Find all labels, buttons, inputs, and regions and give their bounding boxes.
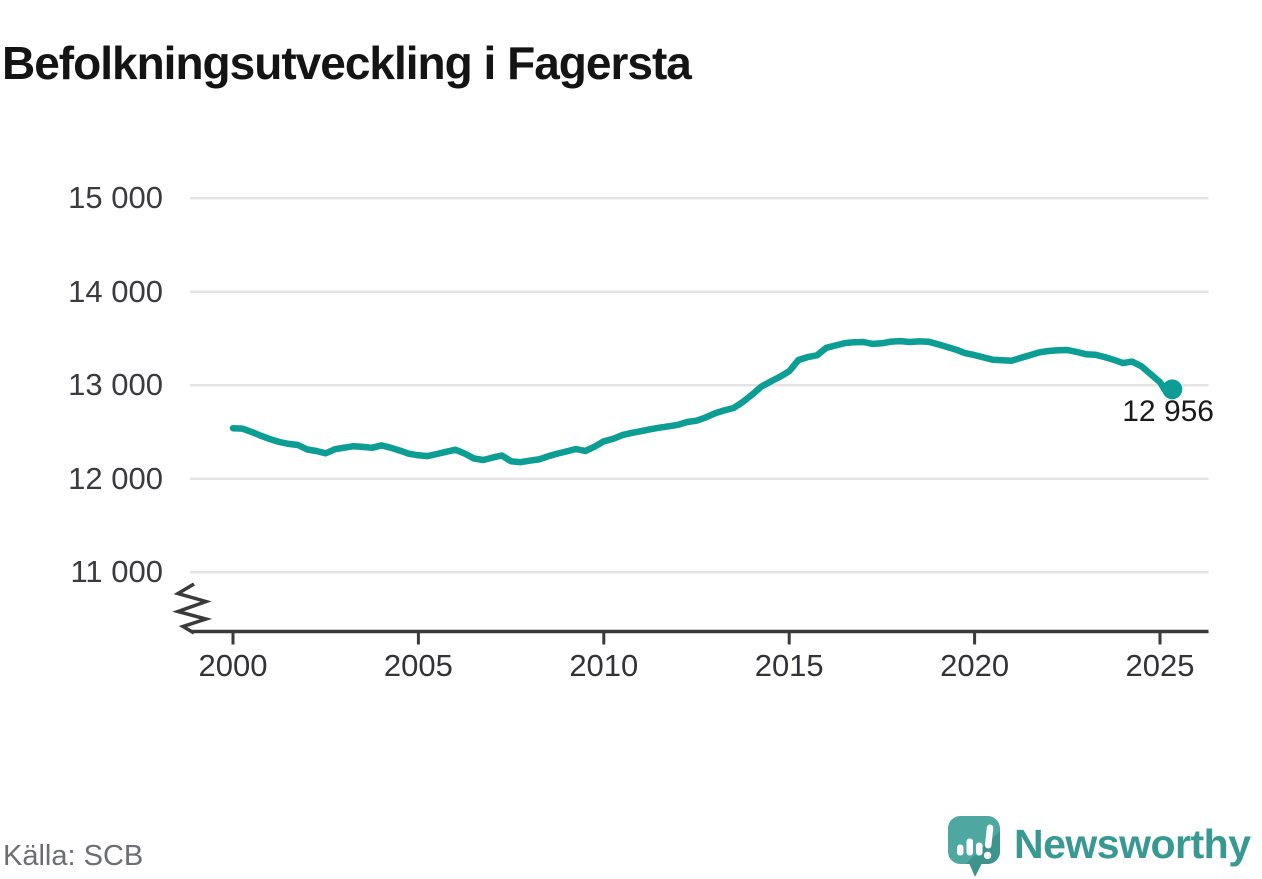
x-tick-label: 2025 bbox=[1125, 648, 1195, 683]
source-note: Källa: SCB bbox=[3, 840, 144, 872]
y-tick-label: 13 000 bbox=[68, 367, 163, 403]
population-line bbox=[229, 337, 1176, 466]
y-tick-label: 15 000 bbox=[68, 180, 163, 216]
end-point-marker bbox=[1162, 379, 1183, 400]
newsworthy-logo: Newsworthy bbox=[946, 815, 1251, 877]
newsworthy-wordmark: Newsworthy bbox=[1014, 821, 1251, 867]
y-tick-label: 14 000 bbox=[68, 273, 163, 309]
y-tick-label: 11 000 bbox=[70, 554, 163, 590]
y-axis-break-icon bbox=[172, 582, 213, 635]
newsworthy-speech-bubble-bar-chart-icon bbox=[948, 816, 1000, 877]
y-tick-label: 12 000 bbox=[68, 460, 163, 496]
x-tick-label: 2010 bbox=[569, 648, 639, 683]
chart-title: Befolkningsutveckling i Fagersta bbox=[2, 36, 692, 89]
end-value-label: 12 956 bbox=[1122, 395, 1214, 428]
x-tick-label: 2000 bbox=[198, 648, 268, 683]
x-tick-label: 2005 bbox=[383, 648, 453, 683]
x-tick-label: 2015 bbox=[754, 648, 824, 683]
x-tick-label: 2020 bbox=[940, 648, 1010, 683]
